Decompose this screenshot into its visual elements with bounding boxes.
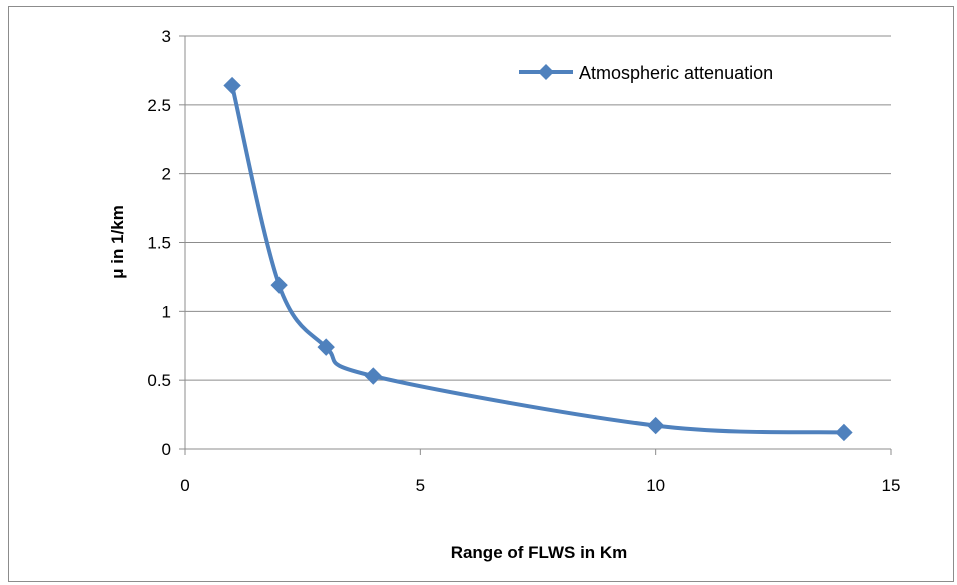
y-tick-label: 1.5: [147, 234, 171, 253]
data-point-marker: [223, 76, 241, 95]
y-tick-labels: 0 0.5 1 1.5 2 2.5 3: [147, 27, 171, 459]
x-tick-label: 10: [646, 476, 665, 495]
x-axis-title: Range of FLWS in Km: [451, 543, 628, 562]
y-tick-label: 3: [162, 27, 171, 46]
legend-label: Atmospheric attenuation: [579, 63, 773, 83]
y-tick-label: 0: [162, 440, 171, 459]
data-point-marker: [317, 338, 335, 356]
chart-frame: [8, 6, 954, 582]
data-point-marker: [835, 423, 853, 442]
axes: [179, 35, 892, 455]
y-tick-label: 2.5: [147, 96, 171, 115]
data-point-marker: [270, 276, 288, 294]
x-tick-labels: 0 5 10 15: [180, 476, 900, 495]
data-point-marker: [364, 367, 382, 385]
legend-marker-icon: [538, 64, 554, 80]
y-tick-label: 2: [162, 165, 171, 184]
series-line: [230, 83, 846, 435]
x-tick-label: 0: [180, 476, 189, 495]
legend: Atmospheric attenuation: [519, 63, 773, 83]
x-tick-label: 15: [882, 476, 901, 495]
y-tick-label: 0.5: [147, 371, 171, 390]
y-tick-label: 1: [162, 302, 171, 321]
x-tick-label: 5: [416, 476, 425, 495]
gridlines: [185, 35, 891, 381]
data-point-marker: [646, 416, 665, 435]
series-layer: [223, 76, 853, 442]
y-axis-title: μ in 1/km: [108, 205, 127, 279]
